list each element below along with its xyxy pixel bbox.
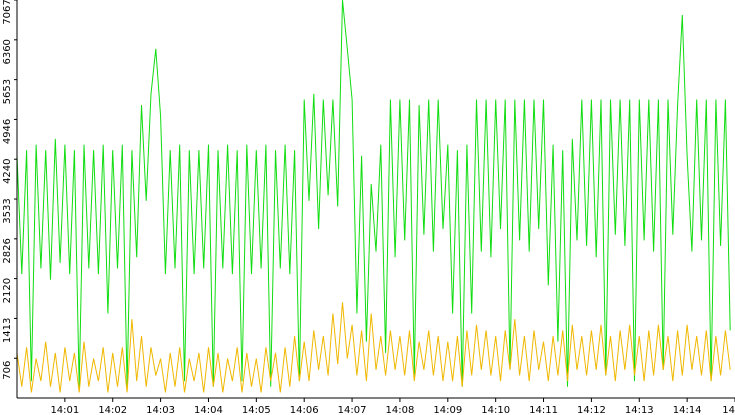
y-tick-label: 2120 — [2, 278, 13, 303]
x-tick-label: 14 — [722, 405, 735, 415]
x-tick-label: 14:01 — [50, 405, 79, 415]
series-line — [16, 0, 731, 387]
x-tick-label: 14:04 — [194, 405, 223, 415]
y-tick-label: 5653 — [2, 79, 13, 104]
x-tick-label: 14:13 — [625, 405, 654, 415]
y-tick-label: 706 — [2, 361, 13, 380]
x-tick-label: 14:05 — [242, 405, 271, 415]
x-tick-label: 14:11 — [529, 405, 558, 415]
x-tick-label: 14:09 — [433, 405, 462, 415]
x-tick-label: 14:12 — [577, 405, 606, 415]
x-tick-label: 14:02 — [98, 405, 127, 415]
y-tick-label: 7067 — [2, 0, 13, 25]
y-tick-label: 4946 — [2, 119, 13, 144]
y-tick-label: 6360 — [2, 39, 13, 64]
y-tick-label: 4240 — [2, 158, 13, 183]
series-line — [16, 302, 731, 393]
x-tick-label: 14:10 — [481, 405, 510, 415]
x-tick-label: 14:08 — [386, 405, 415, 415]
y-tick-label: 2826 — [2, 238, 13, 263]
x-tick-label: 14:03 — [146, 405, 175, 415]
y-tick-label: 1413 — [2, 318, 13, 343]
x-tick-label: 14:14 — [673, 405, 702, 415]
x-tick-label: 14:06 — [290, 405, 319, 415]
x-tick-label: 14:07 — [338, 405, 367, 415]
y-tick-label: 3533 — [2, 198, 13, 223]
